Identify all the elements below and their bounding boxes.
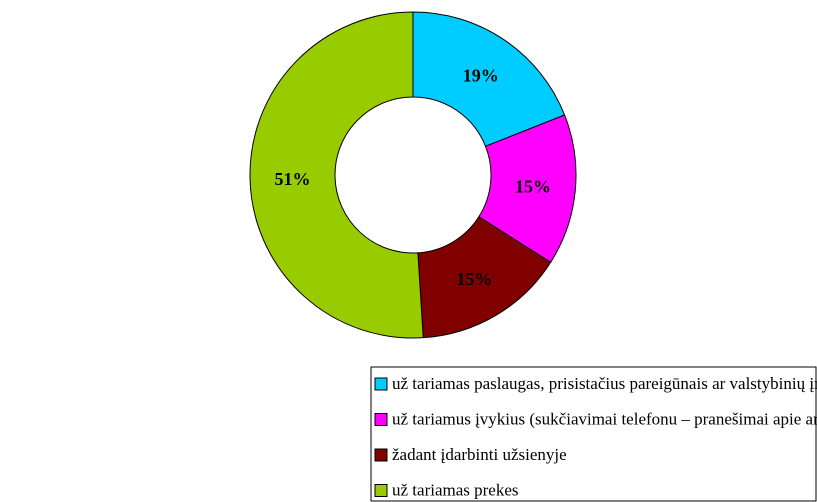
value-label: 51% [275,169,311,189]
slice [417,216,552,339]
legend-swatch [374,377,388,391]
slice [412,11,566,147]
legend-label: už tariamas paslaugas, prisistačius pare… [392,374,817,393]
slice [249,11,424,339]
legend-swatch [374,413,388,426]
legend-label: žadant įdarbinti užsienyje [392,445,567,464]
slice [478,114,577,264]
legend-label: už tariamas prekes [392,480,519,499]
legend-label: už tariamus įvykius (sukčiavimai telefon… [392,409,817,428]
value-label: 19% [463,65,499,85]
value-label: 15% [456,269,492,289]
legend-swatch [374,448,388,462]
value-label: 15% [515,176,551,196]
legend-swatch [374,484,388,497]
legend-box [370,366,817,502]
